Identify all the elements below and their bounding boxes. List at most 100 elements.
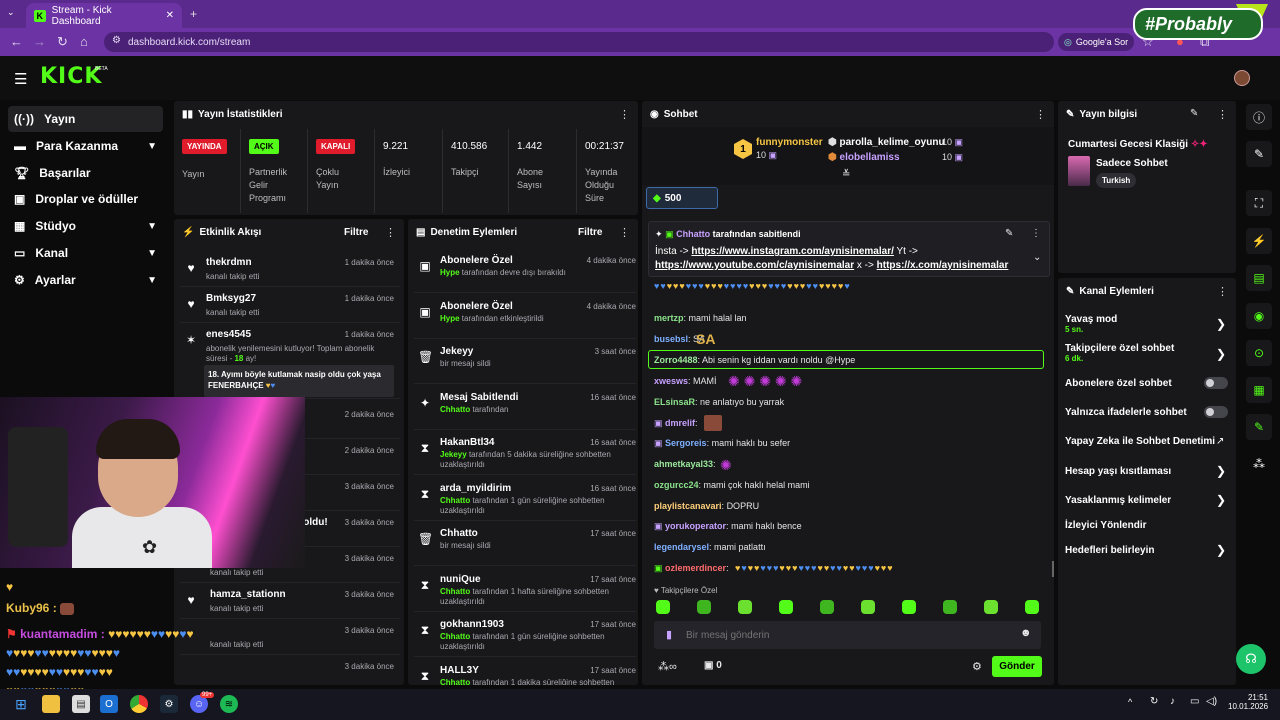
chat-message-input[interactable] — [686, 625, 1006, 645]
chevron-up-icon[interactable]: ^ — [1128, 697, 1133, 707]
fullscreen-icon[interactable]: ⛶ — [1246, 190, 1272, 216]
chat-username[interactable]: Sergoreis — [665, 438, 707, 448]
followers-chat-item[interactable]: Takipçilere özel sohbet 6 dk. — [1065, 343, 1174, 363]
activity-filter-button[interactable]: Filtre — [344, 227, 369, 238]
moderation-target[interactable]: Mesaj Sabitlendi — [440, 391, 519, 403]
apps-icon[interactable]: ⁂ — [1253, 457, 1265, 471]
unpin-icon[interactable]: ✎ — [1005, 228, 1014, 239]
subs-chat-toggle[interactable] — [1204, 377, 1228, 389]
extension-icon[interactable]: ● — [1176, 34, 1184, 49]
moderation-actor[interactable]: Jekeyy — [440, 450, 467, 459]
moderation-target[interactable]: Jekeyy — [440, 346, 474, 357]
emoji-icon[interactable]: ☻ — [1020, 627, 1032, 639]
url-field[interactable]: ⚙ dashboard.kick.com/stream — [104, 32, 1054, 52]
youtube-link[interactable]: https://www.youtube.com/c/aynisinemalar — [655, 260, 855, 271]
chat-username[interactable]: ELsinsaR — [654, 397, 696, 407]
ai-moderation-item[interactable]: Yapay Zeka ile Sohbet Denetimi — [1065, 436, 1216, 447]
moderation-target[interactable]: Abonelere Özel — [440, 255, 513, 266]
kick-logo[interactable]: KICK — [40, 64, 103, 89]
back-icon[interactable]: ← — [10, 34, 23, 49]
new-tab-icon[interactable]: + — [190, 7, 198, 21]
slow-mode-item[interactable]: Yavaş mod 5 sn. — [1065, 314, 1117, 334]
moderation-target[interactable]: Chhatto — [440, 528, 478, 539]
emote-button[interactable] — [656, 600, 670, 614]
emote-button[interactable] — [779, 600, 793, 614]
banned-words-item[interactable]: Yasaklanmış kelimeler — [1065, 495, 1172, 506]
moderation-target[interactable]: HALL3Y — [440, 664, 479, 676]
close-tab-icon[interactable]: ✕ — [165, 10, 174, 21]
network-icon[interactable]: ▭ — [1190, 696, 1200, 707]
external-link-icon[interactable]: ↗ — [1216, 436, 1225, 447]
activity-user[interactable]: hamza_stationn — [210, 589, 286, 600]
sidebar-item-studyo[interactable]: ▦ Stüdyo ▼ — [8, 213, 163, 239]
windows-start-icon[interactable]: ⊞ — [15, 695, 27, 712]
kicks-goal-chip[interactable]: ◆ 500 — [646, 187, 718, 209]
chat-username[interactable]: busebsl — [654, 334, 689, 344]
redirect-viewers-item[interactable]: İzleyici Yönlendir — [1065, 520, 1147, 531]
chat-username[interactable]: dmrelif — [665, 418, 696, 428]
more-icon[interactable]: ⋮ — [1031, 228, 1041, 239]
more-icon[interactable]: ⋮ — [385, 227, 396, 239]
chat-input-box[interactable]: ▮ ☻ — [654, 621, 1041, 649]
moderation-actor[interactable]: Chhatto — [440, 632, 471, 641]
extensions-puzzle-icon[interactable]: ⧉ — [1200, 34, 1210, 49]
clipboard-icon[interactable]: ▤ — [1246, 265, 1272, 291]
chevron-right-icon[interactable]: ❯ — [1216, 464, 1227, 478]
moderation-actor[interactable]: Chhatto — [440, 404, 471, 414]
chat-username[interactable]: Zorro4488 — [654, 355, 698, 365]
chat-username[interactable]: xwesws — [654, 376, 689, 386]
sidebar-item-kanal[interactable]: ▭ Kanal ▼ — [8, 240, 163, 266]
chevron-down-icon[interactable]: ⌄ — [1033, 252, 1042, 263]
instagram-link[interactable]: https://www.instagram.com/aynisinemalar/ — [691, 246, 894, 257]
tab-list-icon[interactable]: ⌄ — [7, 7, 15, 17]
x-link[interactable]: https://x.com/aynisinemalar — [876, 260, 1009, 271]
mic-icon[interactable]: ▮ — [666, 629, 673, 641]
moderation-actor[interactable]: Chhatto — [440, 677, 471, 686]
bookmark-star-icon[interactable]: ☆ — [1142, 34, 1154, 49]
moderation-actor[interactable]: Chhatto — [440, 586, 471, 596]
more-icon[interactable]: ⋮ — [1035, 109, 1046, 121]
more-icon[interactable]: ⋮ — [1217, 109, 1228, 121]
discord-icon[interactable]: ☺ — [190, 695, 208, 713]
tag-chip[interactable]: Turkish — [1096, 173, 1137, 188]
edit-icon[interactable]: ✎ — [1246, 141, 1272, 167]
infinity-icon[interactable]: ⁂∞ — [658, 661, 677, 673]
moderation-target[interactable]: nuniQue — [440, 573, 481, 585]
emote-button[interactable] — [738, 600, 752, 614]
chat-username[interactable]: legendarysel — [654, 542, 710, 552]
chat-username[interactable]: yorukoperator — [665, 521, 727, 531]
support-icon[interactable]: ☊ — [1236, 644, 1266, 674]
layout-icon[interactable]: ▦ — [1246, 377, 1272, 403]
file-explorer-icon[interactable] — [42, 695, 60, 713]
emote-button[interactable] — [902, 600, 916, 614]
activity-user[interactable]: thekrdmn — [206, 257, 252, 268]
activity-user[interactable]: Bmksyg27 — [206, 293, 257, 304]
sidebar-item-yayin[interactable]: ((·)) Yayın — [8, 106, 163, 132]
sidebar-item-para-kazanma[interactable]: ▬ Para Kazanma ▼ — [8, 133, 163, 159]
sidebar-item-droplar[interactable]: ▣ Droplar ve ödüller — [8, 186, 163, 212]
bolt-icon[interactable]: ⚡ — [1246, 228, 1272, 254]
chat-settings-icon[interactable]: ⚙ — [972, 661, 982, 673]
chevron-right-icon[interactable]: ❯ — [1216, 493, 1227, 507]
sync-icon[interactable]: ↻ — [1150, 696, 1159, 707]
activity-user[interactable]: enes4545 — [206, 329, 252, 340]
moderation-actor[interactable]: Chhatto — [440, 495, 471, 505]
chevron-right-icon[interactable]: ❯ — [1216, 317, 1227, 331]
moderation-target[interactable]: Abonelere Özel — [440, 300, 513, 312]
chat-username[interactable]: playlistcanavari — [654, 501, 722, 511]
steam-icon[interactable]: ⚙ — [160, 695, 178, 713]
google-lens-chip[interactable]: ◎ Google'a Sor — [1058, 33, 1135, 51]
chevron-right-icon[interactable]: ❯ — [1216, 543, 1227, 557]
emote-button[interactable] — [943, 600, 957, 614]
category-thumbnail[interactable] — [1068, 156, 1090, 186]
volume-icon[interactable]: ◁) — [1206, 696, 1218, 707]
reload-icon[interactable]: ↻ — [57, 34, 68, 49]
more-icon[interactable]: ⋮ — [1217, 286, 1228, 298]
more-icon[interactable]: ⋮ — [619, 227, 630, 239]
moderation-actor[interactable]: Hype — [440, 313, 460, 323]
wrench-icon[interactable]: ✎ — [1246, 414, 1272, 440]
clock[interactable]: 21:51 10.01.2026 — [1228, 693, 1268, 711]
chat-username[interactable]: ozlemerdincer — [665, 563, 727, 573]
set-goals-item[interactable]: Hedefleri belirleyin — [1065, 545, 1155, 556]
broadcast-icon[interactable]: ⊙ — [1246, 340, 1272, 366]
